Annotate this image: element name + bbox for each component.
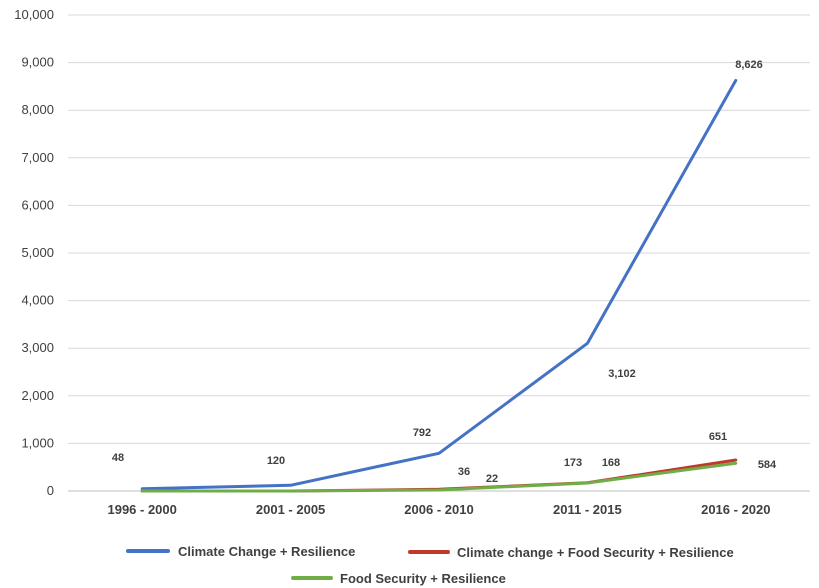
x-tick-label: 2006 - 2010 (404, 502, 473, 517)
data-label: 792 (413, 427, 431, 439)
gridlines (68, 14, 810, 444)
data-label: 120 (267, 455, 285, 467)
y-axis-ticks: 0 1,000 2,000 3,000 4,000 5,000 6,000 7,000 8,00… (14, 7, 54, 498)
y-tick-label: 6,000 (21, 197, 54, 212)
data-label: 3,102 (608, 368, 636, 380)
y-tick-label: 2,000 (21, 388, 54, 403)
y-tick-label: 10,000 (14, 7, 54, 22)
y-tick-label: 7,000 (21, 150, 54, 165)
y-tick-label: 8,000 (21, 102, 54, 117)
legend-label: Climate change + Food Security + Resilie… (457, 545, 734, 560)
x-tick-label: 1996 - 2000 (107, 502, 176, 517)
y-tick-label: 9,000 (21, 55, 54, 70)
legend-label: Food Security + Resilience (340, 571, 506, 586)
data-label: 651 (709, 431, 727, 443)
data-label: 48 (112, 452, 124, 464)
legend-label: Climate Change + Resilience (178, 544, 355, 559)
data-label: 584 (758, 459, 777, 471)
y-tick-label: 3,000 (21, 340, 54, 355)
data-label: 36 (458, 466, 470, 478)
x-axis: 1996 - 2000 2001 - 2005 2006 - 2010 2011 - … (68, 490, 810, 517)
series-line-1 (140, 78, 738, 491)
legend: Climate Change + Resilience Climate chang… (126, 544, 734, 586)
x-tick-label: 2001 - 2005 (256, 502, 325, 517)
data-label: 168 (602, 457, 620, 469)
data-label: 8,626 (735, 59, 763, 71)
y-tick-label: 5,000 (21, 245, 54, 260)
y-tick-label: 1,000 (21, 435, 54, 450)
y-tick-label: 4,000 (21, 293, 54, 308)
x-tick-label: 2011 - 2015 (553, 502, 622, 517)
series-line-3 (140, 461, 738, 493)
data-label: 173 (564, 457, 582, 469)
x-tick-label: 2016 - 2020 (701, 502, 770, 517)
data-labels: 48 120 792 3,102 8,626 36 173 651 22 168 584 (112, 59, 777, 485)
series-lines (140, 78, 738, 493)
data-label: 22 (486, 473, 498, 485)
y-tick-label: 0 (47, 483, 54, 498)
